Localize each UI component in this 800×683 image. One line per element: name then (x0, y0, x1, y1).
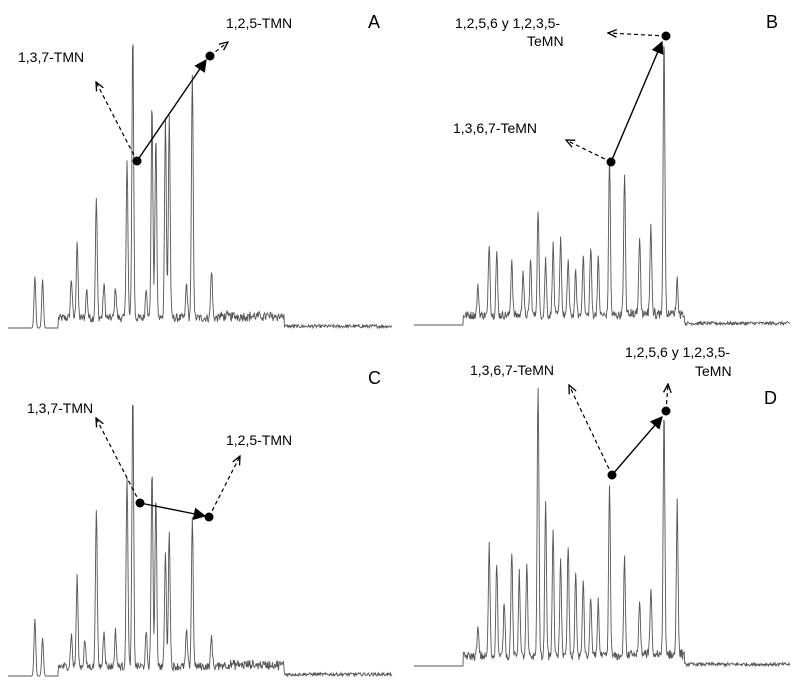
chromatogram-trace-a (8, 44, 392, 330)
marker-dot-b-1 (606, 157, 616, 167)
marker-dot-c-2 (204, 512, 214, 522)
panel-d: D 1,3,6,7-TeMN 1,2,5,6 y 1,2,3,5- TeMN (414, 344, 791, 668)
marker-dot-d-1 (607, 470, 617, 480)
peak-label-a-2: 1,2,5-TMN (226, 15, 292, 31)
marker-dot-b-2 (661, 31, 671, 41)
solid-arrow-b (610, 40, 664, 163)
peak-label-b-2-line-2: TeMN (527, 33, 564, 49)
solid-arrow-c (139, 502, 207, 520)
dashed-arrow-c-1 (96, 418, 141, 504)
peak-label-c-1: 1,3,7-TMN (27, 400, 93, 416)
solid-arrow-d (611, 416, 663, 476)
dashed-arrow-a-1 (96, 82, 138, 162)
peak-label-b-1: 1,3,6,7-TeMN (453, 120, 537, 136)
chromatogram-trace-b (414, 45, 791, 327)
dashed-arrow-b-2 (608, 33, 667, 36)
peak-label-b-2: 1,2,5,6 y 1,2,3,5- TeMN (455, 15, 564, 49)
panel-b: B 1,3,6,7-TeMN 1,2,5,6 y 1,2,3,5- TeMN (414, 12, 791, 327)
marker-dot-c-1 (135, 498, 145, 508)
dashed-arrow-c-2 (208, 456, 240, 518)
peak-label-a-1: 1,3,7-TMN (18, 49, 84, 65)
marker-dot-a-1 (132, 156, 142, 166)
peak-label-c-2: 1,2,5-TMN (226, 432, 292, 448)
marker-dot-d-2 (661, 406, 671, 416)
solid-arrow-a (136, 58, 207, 162)
peak-label-b-2-line-1: 1,2,5,6 y 1,2,3,5- (455, 15, 560, 31)
dashed-arrow-b-1 (566, 140, 612, 163)
peak-label-d-2-line-1: 1,2,5,6 y 1,2,3,5- (625, 344, 730, 360)
dashed-arrow-d-2 (666, 384, 668, 412)
panel-letter-a: A (368, 12, 380, 32)
panel-a: A 1,3,7-TMN 1,2,5-TMN (8, 12, 392, 330)
peak-label-d-2: 1,2,5,6 y 1,2,3,5- TeMN (625, 344, 734, 379)
marker-dot-a-2 (205, 51, 215, 61)
panel-letter-d: D (764, 388, 777, 408)
peak-label-d-1: 1,3,6,7-TeMN (470, 362, 554, 378)
panel-letter-b: B (766, 12, 778, 32)
dashed-arrow-d-1 (569, 385, 613, 476)
chromatogram-trace-d (414, 387, 791, 668)
chromatogram-trace-c (8, 404, 393, 678)
peak-label-d-2-line-2: TeMN (695, 363, 732, 379)
panel-c: C 1,3,7-TMN 1,2,5-TMN (8, 368, 393, 678)
panel-letter-c: C (368, 368, 381, 388)
